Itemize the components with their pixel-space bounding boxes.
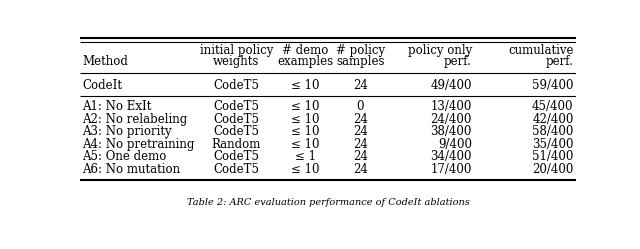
Text: 13/400: 13/400 xyxy=(431,100,472,114)
Text: cumulative: cumulative xyxy=(508,44,573,57)
Text: initial policy: initial policy xyxy=(200,44,273,57)
Text: 0: 0 xyxy=(356,100,364,114)
Text: CodeT5: CodeT5 xyxy=(213,150,259,163)
Text: policy only: policy only xyxy=(408,44,472,57)
Text: 34/400: 34/400 xyxy=(430,150,472,163)
Text: 24/400: 24/400 xyxy=(431,113,472,126)
Text: 24: 24 xyxy=(353,113,367,126)
Text: 24: 24 xyxy=(353,150,367,163)
Text: examples: examples xyxy=(278,55,333,68)
Text: ≤ 10: ≤ 10 xyxy=(291,138,320,151)
Text: A4: No pretraining: A4: No pretraining xyxy=(83,138,195,151)
Text: 24: 24 xyxy=(353,79,367,92)
Text: Random: Random xyxy=(212,138,261,151)
Text: ≤ 1: ≤ 1 xyxy=(295,150,316,163)
Text: ≤ 10: ≤ 10 xyxy=(291,79,320,92)
Text: perf.: perf. xyxy=(444,55,472,68)
Text: A1: No ExIt: A1: No ExIt xyxy=(83,100,152,114)
Text: samples: samples xyxy=(336,55,385,68)
Text: 59/400: 59/400 xyxy=(532,79,573,92)
Text: CodeT5: CodeT5 xyxy=(213,113,259,126)
Text: ≤ 10: ≤ 10 xyxy=(291,113,320,126)
Text: 24: 24 xyxy=(353,163,367,176)
Text: Method: Method xyxy=(83,55,129,68)
Text: weights: weights xyxy=(213,55,259,68)
Text: 58/400: 58/400 xyxy=(532,125,573,138)
Text: 24: 24 xyxy=(353,138,367,151)
Text: A3: No priority: A3: No priority xyxy=(83,125,172,138)
Text: CodeT5: CodeT5 xyxy=(213,100,259,114)
Text: 42/400: 42/400 xyxy=(532,113,573,126)
Text: ≤ 10: ≤ 10 xyxy=(291,125,320,138)
Text: 51/400: 51/400 xyxy=(532,150,573,163)
Text: ≤ 10: ≤ 10 xyxy=(291,163,320,176)
Text: CodeT5: CodeT5 xyxy=(213,163,259,176)
Text: CodeT5: CodeT5 xyxy=(213,79,259,92)
Text: # policy: # policy xyxy=(335,44,385,57)
Text: ≤ 10: ≤ 10 xyxy=(291,100,320,114)
Text: CodeT5: CodeT5 xyxy=(213,125,259,138)
Text: 17/400: 17/400 xyxy=(431,163,472,176)
Text: CodeIt: CodeIt xyxy=(83,79,122,92)
Text: # demo: # demo xyxy=(282,44,329,57)
Text: A5: One demo: A5: One demo xyxy=(83,150,167,163)
Text: 20/400: 20/400 xyxy=(532,163,573,176)
Text: 9/400: 9/400 xyxy=(438,138,472,151)
Text: perf.: perf. xyxy=(546,55,573,68)
Text: A6: No mutation: A6: No mutation xyxy=(83,163,180,176)
Text: Table 2: ARC evaluation performance of CodeIt ablations: Table 2: ARC evaluation performance of C… xyxy=(187,198,469,207)
Text: 45/400: 45/400 xyxy=(532,100,573,114)
Text: A2: No relabeling: A2: No relabeling xyxy=(83,113,188,126)
Text: 24: 24 xyxy=(353,125,367,138)
Text: 49/400: 49/400 xyxy=(430,79,472,92)
Text: 38/400: 38/400 xyxy=(431,125,472,138)
Text: 35/400: 35/400 xyxy=(532,138,573,151)
